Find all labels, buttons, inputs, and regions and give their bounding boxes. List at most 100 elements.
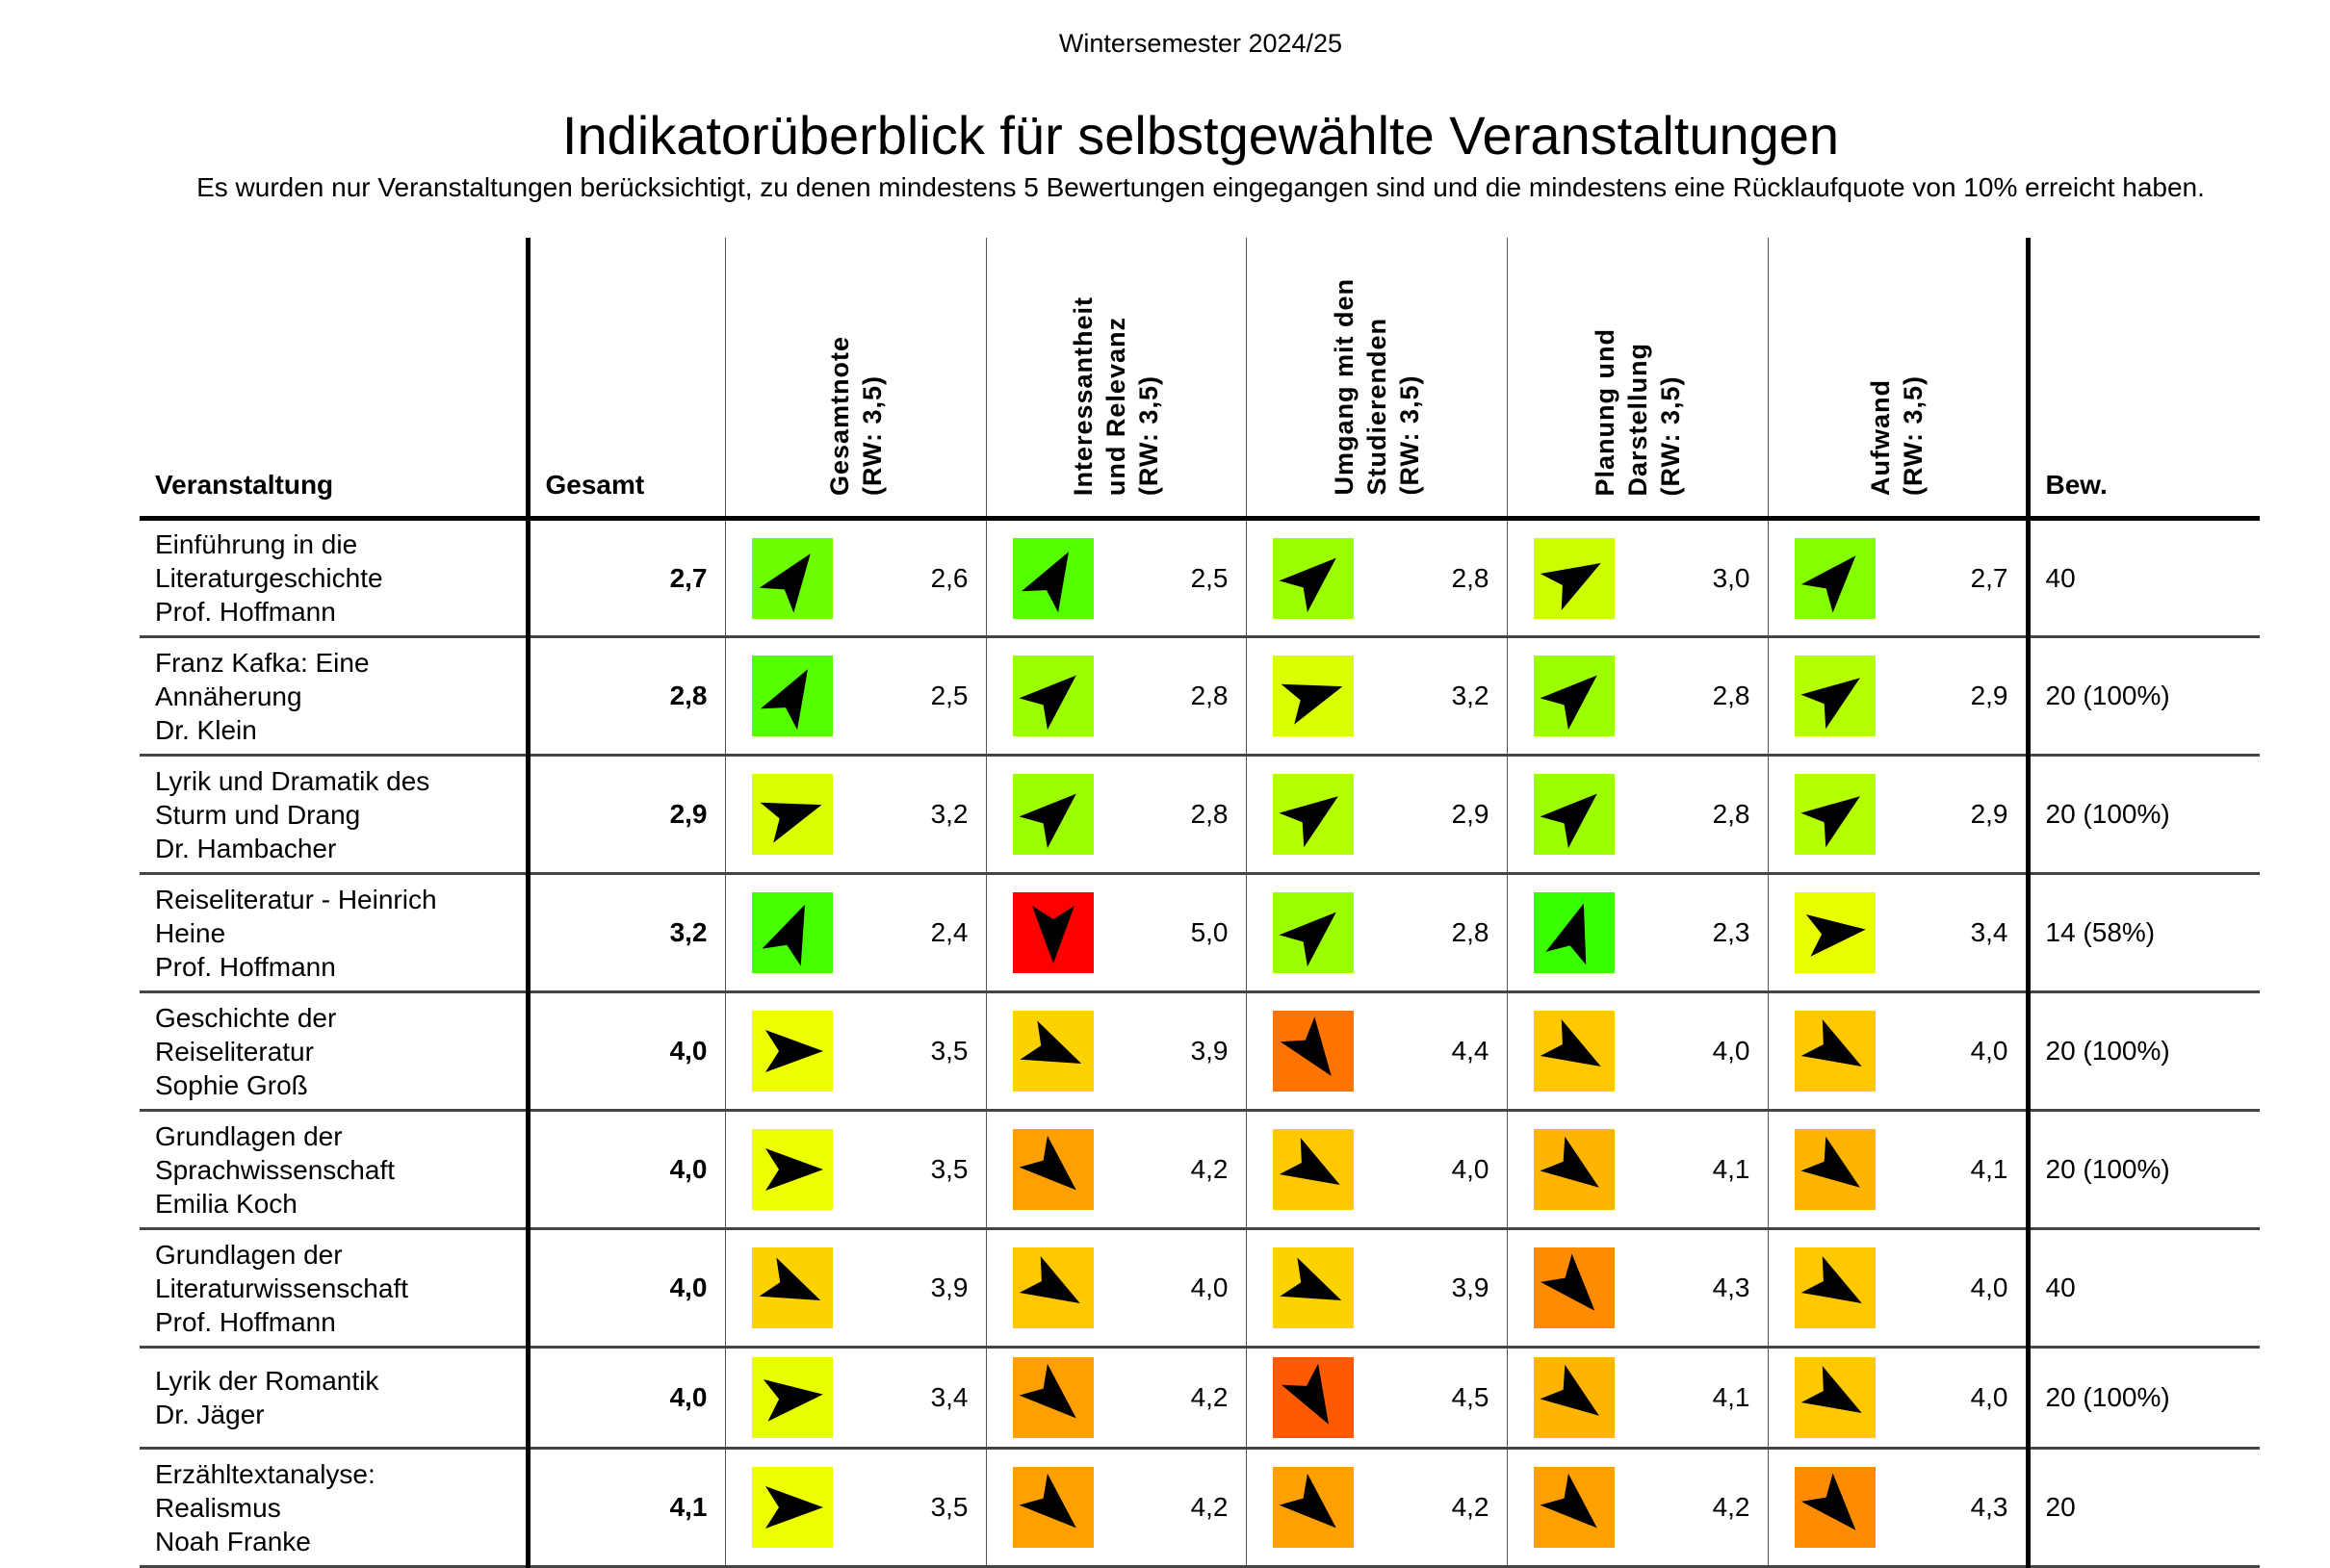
header-indicator-line: Umgang mit den — [1329, 278, 1359, 496]
arrow-shape — [1540, 1018, 1601, 1067]
trend-arrow-icon — [1018, 675, 1076, 731]
indicator-color-box — [1794, 1357, 1876, 1438]
header-indicator-label: Umgang mit den Studierenden (RW: 3,5) — [1328, 278, 1426, 496]
indicator-color-box — [751, 774, 833, 855]
table-row: Franz Kafka: Eine Annäherung Dr. Klein 2,8 2… — [140, 636, 2260, 757]
indicator-color-box — [1272, 1011, 1354, 1092]
arrow-shape — [759, 553, 811, 613]
trend-arrow-icon — [1539, 1473, 1597, 1529]
indicator-value: 2,9 — [1451, 799, 1489, 829]
indicator-cell: 3,2 — [1245, 636, 1507, 757]
header-indicator: Umgang mit den Studierenden (RW: 3,5) — [1245, 238, 1507, 521]
total-score: 4,0 — [525, 1228, 725, 1349]
course-line: Prof. Hoffmann — [155, 951, 336, 982]
total-score: 2,7 — [525, 518, 725, 638]
trend-arrow-icon — [1278, 796, 1338, 848]
indicator-cell: 4,0 — [1767, 1347, 2028, 1450]
header-course: Veranstaltung — [140, 238, 528, 521]
course-line: Noah Franke — [155, 1526, 311, 1556]
trend-arrow-icon — [1544, 903, 1586, 965]
arrow-shape — [1799, 678, 1860, 730]
arrow-shape — [1018, 793, 1076, 849]
course-cell: Lyrik der Romantik Dr. Jäger — [140, 1347, 528, 1450]
trend-arrow-icon — [1279, 1257, 1341, 1301]
indicator-cell: 3,5 — [724, 1110, 986, 1230]
arrow-shape — [1540, 1253, 1594, 1311]
trend-arrow-icon — [1805, 914, 1866, 957]
header-indicator-label: Gesamtnote (RW: 3,5) — [823, 336, 889, 496]
indicator-cell: 4,2 — [1245, 1448, 1507, 1568]
indicator-cell: 3,9 — [724, 1228, 986, 1349]
header-indicator-line: (RW: 3,5) — [857, 374, 887, 496]
total-score: 4,0 — [525, 1347, 725, 1450]
indicator-value: 3,9 — [930, 1272, 969, 1302]
indicator-value: 2,5 — [930, 681, 969, 710]
indicator-cell: 4,1 — [1506, 1110, 1768, 1230]
header-ratings: Bew. — [2025, 238, 2260, 521]
indicator-cell: 2,8 — [1506, 636, 1768, 757]
arrow-shape — [1278, 557, 1336, 612]
trend-arrow-icon — [1800, 554, 1855, 613]
indicator-cell: 3,5 — [724, 991, 986, 1112]
indicator-value: 4,4 — [1451, 1036, 1489, 1066]
indicator-value: 2,8 — [1451, 917, 1489, 947]
indicator-value: 4,0 — [1190, 1272, 1229, 1302]
indicator-cell: 2,8 — [1506, 755, 1768, 875]
indicator-cell: 2,8 — [985, 636, 1246, 757]
indicator-cell: 2,7 — [1767, 518, 2028, 638]
arrow-shape — [1805, 914, 1866, 957]
trend-arrow-icon — [1800, 1018, 1862, 1067]
indicator-cell: 2,9 — [1245, 755, 1507, 875]
trend-arrow-icon — [1539, 675, 1597, 731]
indicator-color-box — [1012, 655, 1094, 736]
indicator-value: 3,9 — [1190, 1036, 1229, 1066]
arrow-shape — [1281, 683, 1342, 725]
arrow-shape — [764, 1486, 823, 1529]
trend-arrow-icon — [1019, 1020, 1081, 1065]
indicator-color-box — [751, 1247, 833, 1328]
arrow-shape — [764, 1030, 823, 1072]
indicator-cell: 4,5 — [1245, 1347, 1507, 1450]
course-line: Dr. Jäger — [155, 1400, 265, 1429]
indicator-color-box — [1533, 892, 1615, 973]
indicator-color-box — [1012, 1129, 1094, 1210]
trend-arrow-icon — [758, 1257, 820, 1301]
indicator-value: 3,9 — [1451, 1272, 1489, 1302]
course-line: Einführung in die — [155, 529, 358, 559]
trend-arrow-icon — [759, 553, 811, 613]
course-line: Prof. Hoffmann — [155, 1306, 336, 1337]
arrow-shape — [1281, 1363, 1329, 1425]
course-line: Geschichte der — [155, 1002, 337, 1033]
indicator-value: 4,5 — [1451, 1382, 1489, 1412]
trend-arrow-icon — [1799, 1136, 1860, 1188]
table-row: Grundlagen der Literaturwissenschaft Prof.… — [140, 1228, 2260, 1349]
indicator-cell: 2,8 — [1245, 873, 1507, 993]
course-cell: Reiseliteratur - Heinrich Heine Prof. Hoff… — [140, 873, 528, 993]
indicator-cell: 2,8 — [1245, 518, 1507, 638]
header-indicator: Aufwand (RW: 3,5) — [1767, 238, 2028, 521]
trend-arrow-icon — [764, 1486, 823, 1529]
table-row: Geschichte der Reiseliteratur Sophie Groß 4… — [140, 991, 2260, 1112]
trend-arrow-icon — [763, 1379, 823, 1422]
indicator-color-box — [1533, 1011, 1615, 1092]
course-line: Literaturwissenschaft — [155, 1272, 409, 1303]
course-cell: Einführung in die Literaturgeschichte Prof… — [140, 518, 528, 638]
arrow-shape — [1800, 554, 1855, 613]
course-line: Lyrik und Dramatik des — [155, 765, 430, 796]
indicator-color-box — [1794, 892, 1876, 973]
indicator-cell: 3,4 — [1767, 873, 2028, 993]
indicator-cell: 3,9 — [985, 991, 1246, 1112]
indicator-value: 2,8 — [1190, 799, 1229, 829]
indicator-value: 4,1 — [1712, 1382, 1750, 1412]
indicator-color-box — [751, 892, 833, 973]
indicator-value: 2,9 — [1970, 799, 2008, 829]
trend-arrow-icon — [1018, 1363, 1076, 1419]
header-total: Gesamt — [525, 238, 725, 521]
indicator-value: 4,0 — [1712, 1036, 1750, 1066]
indicator-color-box — [1012, 1357, 1094, 1438]
indicator-value: 2,8 — [1712, 681, 1750, 710]
arrow-shape — [1018, 1363, 1076, 1419]
indicator-cell: 4,1 — [1506, 1347, 1768, 1450]
table-row: Einführung in die Literaturgeschichte Prof… — [140, 518, 2260, 638]
indicator-cell: 2,8 — [985, 755, 1246, 875]
